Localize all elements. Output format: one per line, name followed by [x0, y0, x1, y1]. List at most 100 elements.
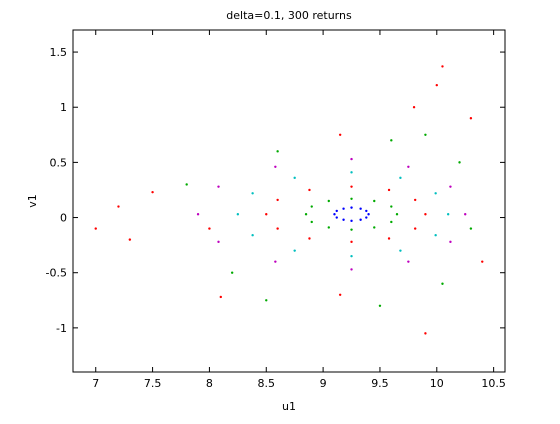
point [390, 205, 393, 208]
point [196, 213, 200, 216]
point [350, 171, 353, 174]
point [293, 249, 296, 252]
point [469, 117, 473, 120]
point [350, 206, 353, 209]
point [407, 260, 410, 263]
point [208, 227, 211, 230]
y-axis-label: v1 [26, 194, 39, 208]
point [217, 185, 220, 188]
point [342, 207, 345, 210]
point [424, 332, 427, 335]
y-tick-label: 1 [60, 101, 67, 114]
point [469, 227, 473, 230]
point [293, 176, 296, 180]
point [94, 227, 97, 230]
point [407, 165, 410, 168]
point [219, 295, 222, 299]
point [276, 198, 279, 202]
point [327, 199, 330, 203]
point [230, 271, 234, 274]
point [365, 216, 368, 219]
point [399, 249, 402, 252]
point [387, 237, 391, 240]
point [151, 190, 154, 194]
point [350, 185, 353, 188]
point [117, 205, 120, 208]
point [481, 260, 484, 263]
point [338, 293, 342, 296]
point [251, 234, 254, 237]
point [390, 220, 393, 224]
point [434, 192, 437, 195]
point [310, 220, 313, 224]
point [449, 240, 452, 244]
point [441, 282, 444, 285]
point [449, 185, 452, 188]
chart-title: delta=0.1, 300 returns [226, 9, 352, 22]
point [424, 133, 427, 137]
point [373, 199, 376, 203]
x-tick-label: 8.5 [258, 377, 276, 390]
point [399, 176, 402, 180]
point [265, 213, 268, 216]
point [274, 165, 277, 168]
point [185, 183, 188, 186]
point [350, 157, 353, 161]
point [367, 213, 370, 216]
point [251, 192, 254, 195]
y-tick-label: 0 [60, 212, 67, 225]
point [350, 228, 353, 231]
point [378, 304, 382, 308]
point [373, 226, 376, 229]
point [333, 213, 336, 216]
point [350, 254, 353, 258]
x-tick-label: 9.5 [371, 377, 389, 390]
point [359, 218, 362, 221]
point [310, 205, 313, 208]
point [350, 268, 353, 271]
point [395, 213, 399, 216]
point [441, 65, 444, 68]
point [304, 213, 308, 216]
point [413, 227, 417, 230]
x-tick-label: 7 [92, 377, 99, 390]
point [350, 219, 353, 223]
y-tick-label: -0.5 [46, 267, 67, 280]
point [446, 213, 450, 216]
point [350, 240, 353, 244]
point [390, 139, 393, 142]
point [434, 234, 437, 237]
point [276, 150, 279, 153]
point [335, 209, 338, 213]
point [217, 240, 220, 244]
point [365, 209, 368, 213]
y-tick-label: -1 [56, 322, 67, 335]
point [458, 161, 461, 164]
point [265, 299, 268, 302]
point [335, 216, 338, 219]
point [236, 213, 240, 216]
y-tick-label: 1.5 [50, 46, 68, 59]
x-tick-label: 10 [430, 377, 444, 390]
point [350, 197, 353, 200]
x-tick-label: 8 [206, 377, 213, 390]
plot-frame [72, 29, 506, 373]
x-tick-label: 7.5 [144, 377, 162, 390]
point [308, 237, 311, 240]
point [435, 83, 438, 87]
x-axis-label: u1 [282, 400, 296, 413]
point [327, 226, 330, 229]
point [424, 213, 427, 216]
point [274, 260, 277, 263]
point [128, 238, 132, 241]
point [387, 188, 391, 192]
y-tick-label: 0.5 [50, 156, 68, 169]
point [413, 198, 417, 202]
point [308, 188, 311, 192]
x-tick-label: 10.5 [481, 377, 506, 390]
point [464, 213, 467, 216]
x-tick-label: 9 [320, 377, 327, 390]
point [342, 218, 345, 221]
